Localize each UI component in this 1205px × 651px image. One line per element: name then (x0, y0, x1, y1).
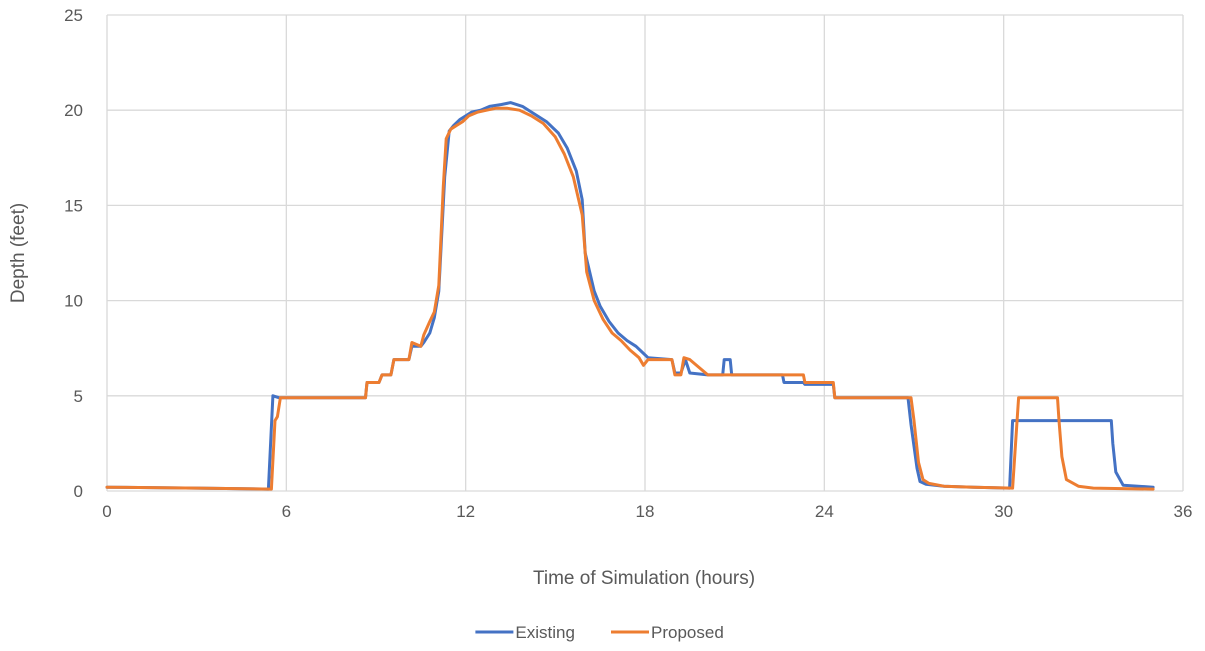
x-tick-label: 12 (456, 502, 475, 521)
y-tick-label: 0 (74, 482, 83, 501)
y-axis-title: Depth (feet) (8, 203, 29, 303)
series-lines (105, 101, 1155, 491)
y-tick-label: 15 (64, 196, 83, 215)
legend: Existing Proposed (475, 623, 724, 642)
x-tick-label: 0 (102, 502, 111, 521)
legend-item-existing: Existing (475, 623, 575, 642)
x-tick-label: 24 (815, 502, 834, 521)
y-tick-label: 25 (64, 6, 83, 25)
series-line-proposed (105, 106, 1155, 491)
x-tick-label: 6 (282, 502, 291, 521)
x-tick-label: 18 (636, 502, 655, 521)
x-tick-label: 30 (994, 502, 1013, 521)
y-axis-ticks: 0 5 10 15 20 25 (64, 6, 83, 501)
y-tick-label: 10 (64, 292, 83, 311)
grid (106, 14, 1184, 492)
x-tick-label: 36 (1174, 502, 1193, 521)
series-line-existing (105, 101, 1155, 491)
y-tick-label: 20 (64, 101, 83, 120)
legend-label: Proposed (651, 623, 724, 642)
legend-label: Existing (515, 623, 575, 642)
x-axis-ticks: 0 6 12 18 24 30 36 (102, 502, 1192, 521)
legend-item-proposed: Proposed (611, 623, 724, 642)
x-axis-title: Time of Simulation (hours) (533, 568, 755, 589)
y-tick-label: 5 (74, 387, 83, 406)
